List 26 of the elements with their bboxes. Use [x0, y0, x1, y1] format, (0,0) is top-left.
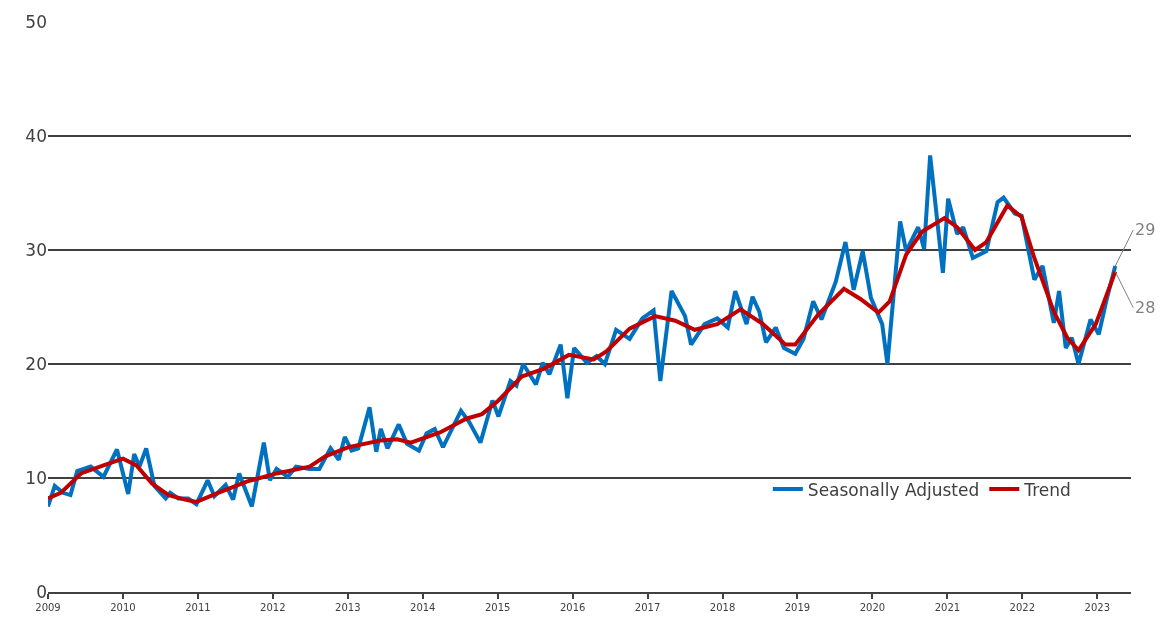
x-tick-label: 2019 [784, 602, 811, 613]
x-tick-label: 2013 [335, 602, 361, 613]
x-tick-label: 2020 [859, 602, 886, 613]
y-tick-label: 40 [25, 125, 47, 146]
x-tick-label: 2023 [1084, 602, 1110, 613]
y-tick-label: 50 [25, 11, 47, 32]
x-tick-label: 2009 [35, 602, 61, 613]
x-tick-label: 2016 [559, 602, 586, 613]
x-tick-label: 2011 [185, 602, 211, 613]
annotation: 29 [1135, 220, 1156, 239]
x-tick-label: 2018 [709, 602, 736, 613]
y-tick-label: 30 [25, 239, 47, 260]
x-tick-label: 2010 [110, 602, 136, 613]
x-tick-label: 2015 [484, 602, 511, 613]
legend-label: Seasonally Adjusted [807, 479, 980, 500]
x-tick-label: 2022 [1009, 602, 1036, 613]
legend-label: Trend [1023, 479, 1071, 500]
x-tick-label: 2014 [410, 602, 436, 613]
y-tick-label: 0 [36, 581, 47, 602]
x-tick-label: 2021 [934, 602, 961, 613]
line-series [48, 203, 1118, 504]
annotation: 28 [1135, 298, 1156, 317]
y-tick-label: 10 [25, 467, 47, 488]
x-tick-label: 2017 [634, 602, 661, 613]
x-tick-label: 2012 [260, 602, 286, 613]
y-tick-label: 20 [25, 353, 47, 374]
